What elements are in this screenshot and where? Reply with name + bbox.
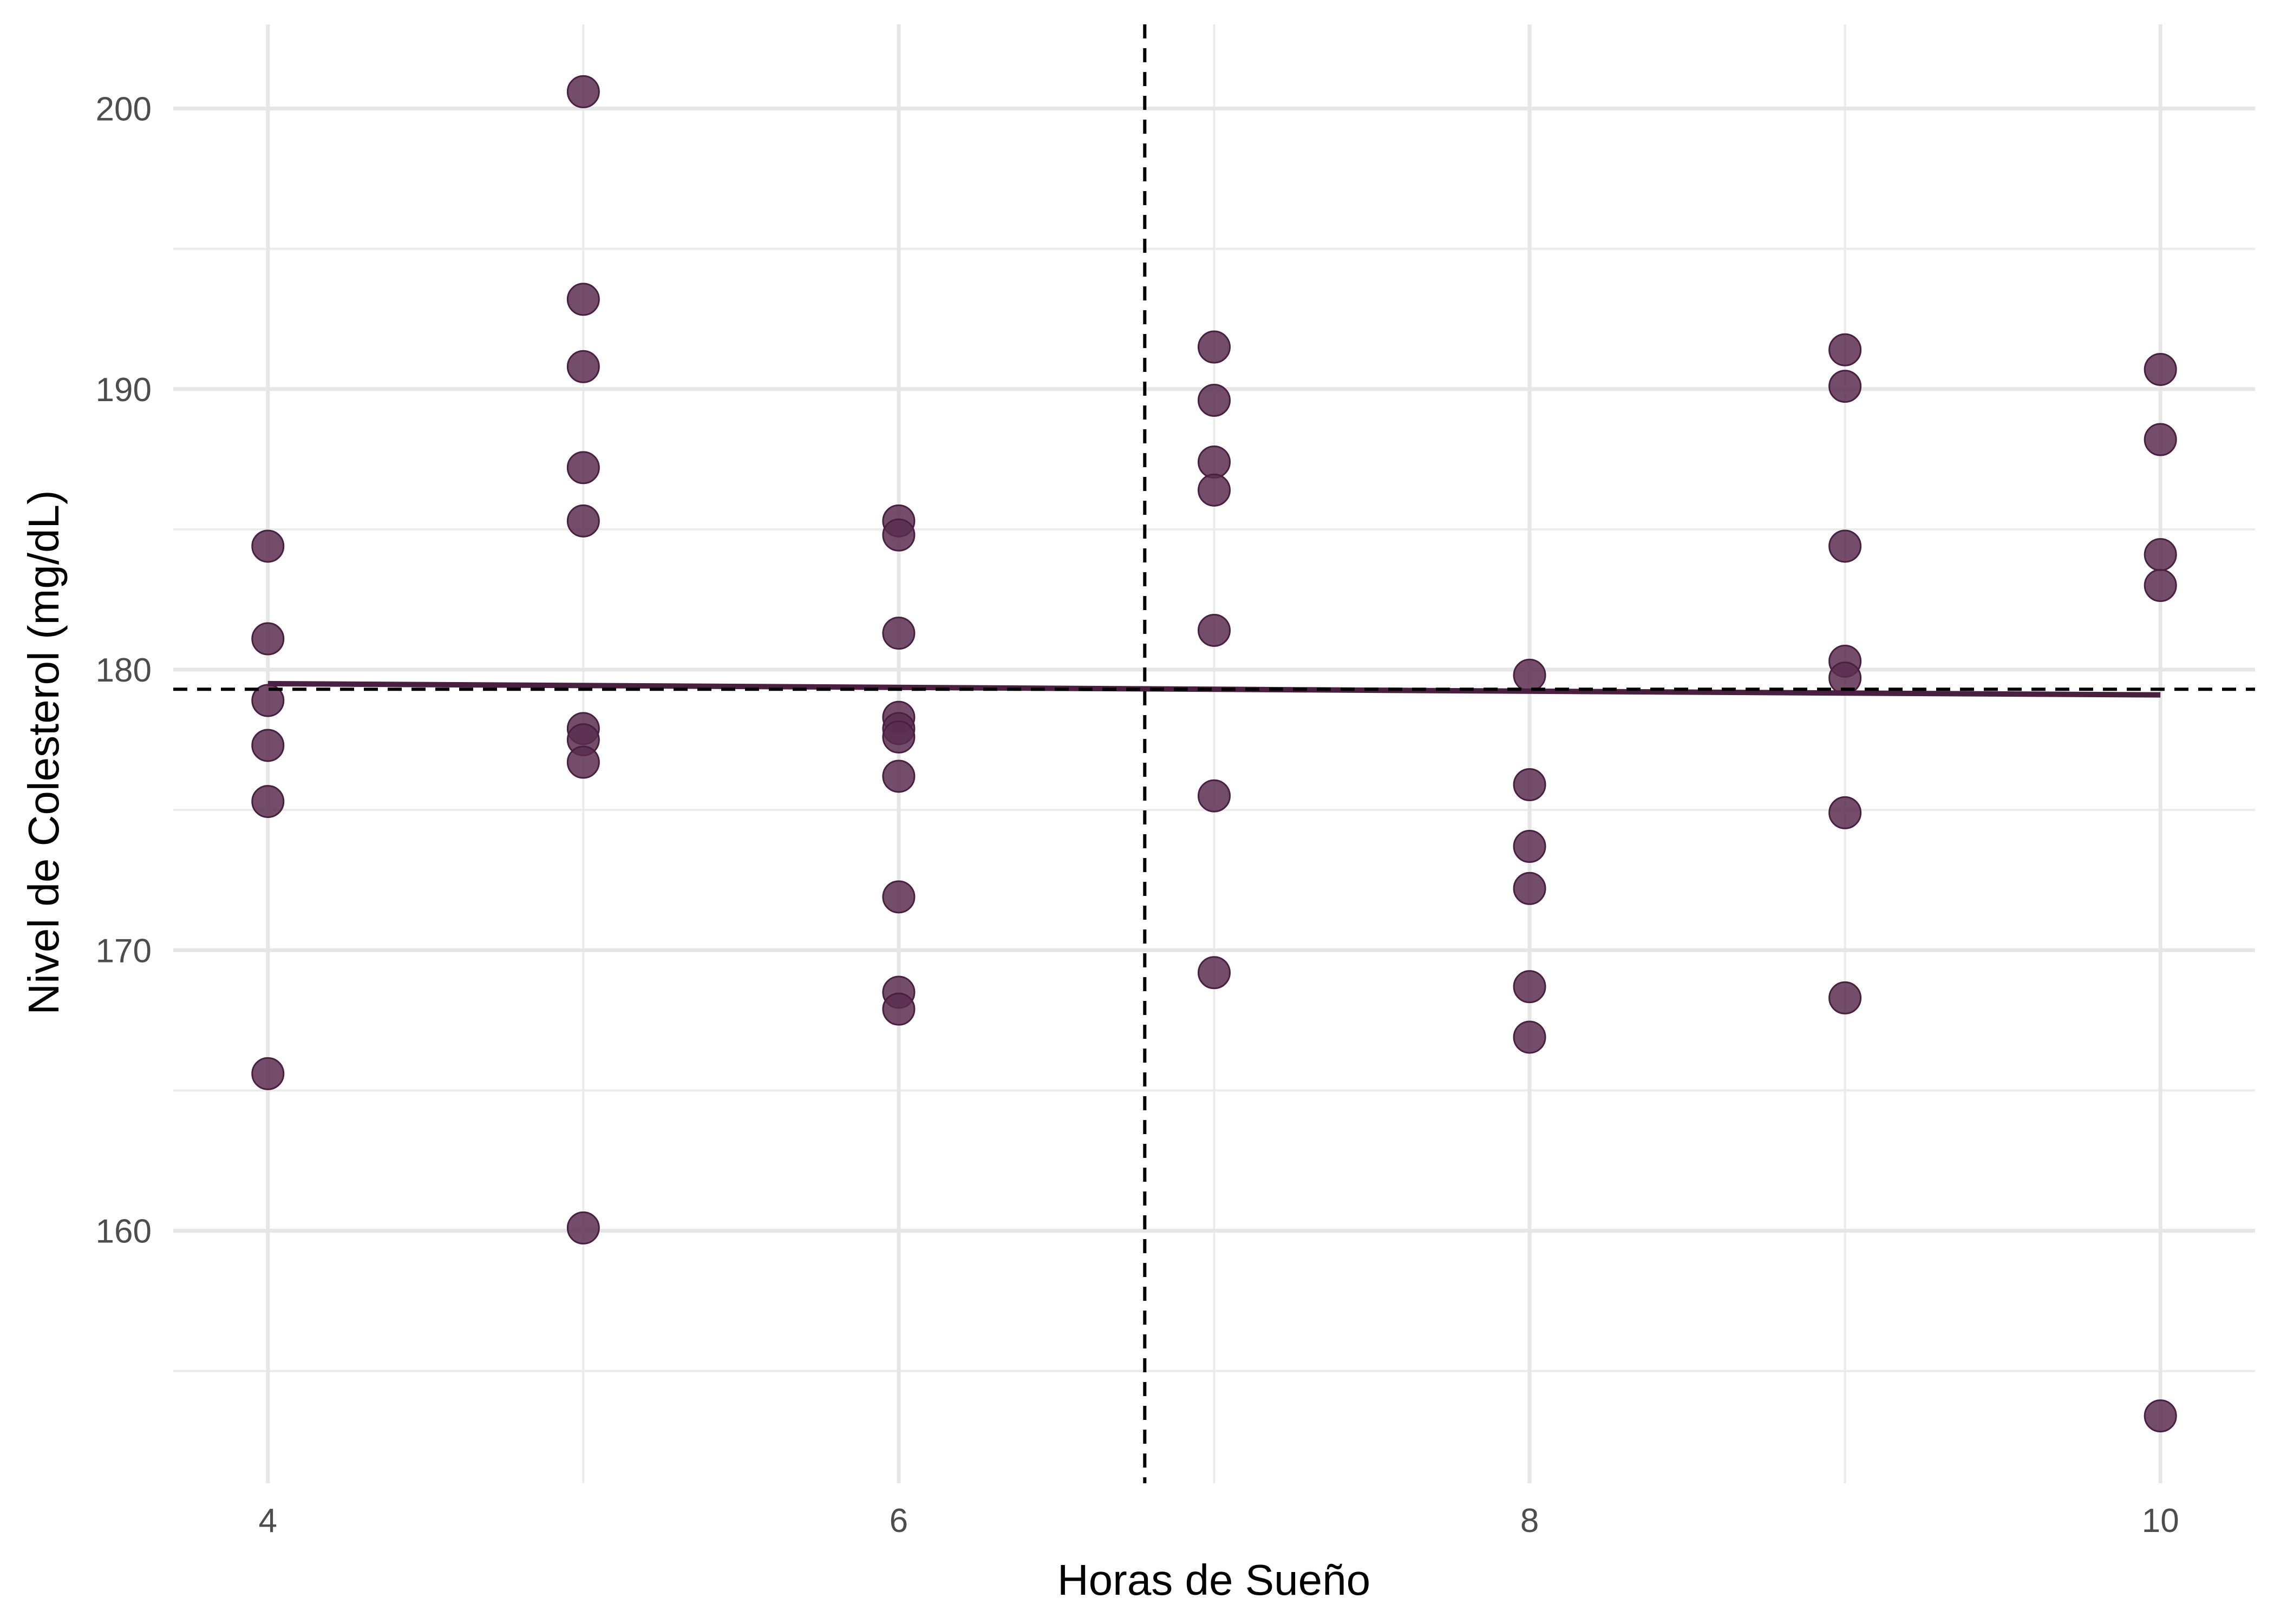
data-point — [1198, 956, 1231, 990]
data-point — [1828, 370, 1862, 403]
x-axis-title: Horas de Sueño — [1057, 1556, 1370, 1604]
y-tick-label: 160 — [96, 1213, 152, 1250]
data-point — [566, 350, 600, 383]
x-tick-label: 4 — [259, 1502, 277, 1540]
data-point — [1198, 473, 1231, 507]
data-point — [2144, 569, 2177, 603]
trend-line-group — [267, 680, 2161, 698]
data-point — [882, 880, 916, 914]
data-point — [566, 1211, 600, 1245]
data-point — [1513, 970, 1546, 1004]
data-point — [1828, 981, 1862, 1014]
data-point — [1198, 613, 1231, 647]
data-point — [2144, 538, 2177, 572]
y-tick-label: 170 — [96, 932, 152, 970]
data-point — [1513, 768, 1546, 802]
data-points — [251, 75, 2177, 1433]
data-point — [1828, 529, 1862, 563]
x-tick-labels: 4 6 8 10 — [259, 1502, 2179, 1540]
data-point — [1198, 330, 1231, 364]
data-point — [1198, 383, 1231, 417]
x-tick-label: 10 — [2142, 1502, 2179, 1540]
data-point — [2144, 352, 2177, 386]
data-point — [1513, 658, 1546, 692]
data-point — [1198, 779, 1231, 813]
data-point — [566, 451, 600, 484]
data-point — [251, 729, 285, 762]
data-point — [1828, 796, 1862, 829]
data-point — [566, 504, 600, 538]
trend-line — [267, 680, 2161, 698]
data-point — [566, 745, 600, 779]
data-point — [882, 992, 916, 1026]
x-tick-label: 8 — [1520, 1502, 1539, 1540]
y-tick-label: 180 — [96, 652, 152, 689]
data-point — [882, 617, 916, 650]
grid-major — [173, 24, 2255, 1483]
data-point — [1198, 446, 1231, 479]
data-point — [2144, 1399, 2177, 1433]
data-point — [251, 1057, 285, 1090]
data-point — [566, 75, 600, 108]
data-point — [1513, 1020, 1546, 1054]
data-point — [882, 720, 916, 754]
y-tick-label: 190 — [96, 371, 152, 409]
y-tick-labels: 160 170 180 190 200 — [96, 90, 152, 1250]
data-point — [1513, 830, 1546, 863]
data-point — [251, 785, 285, 818]
data-point — [882, 518, 916, 552]
data-point — [251, 529, 285, 563]
reference-lines — [173, 24, 2255, 1483]
x-tick-label: 6 — [890, 1502, 908, 1540]
y-axis-title: Nivel de Colesterol (mg/dL) — [19, 490, 68, 1014]
data-point — [566, 283, 600, 316]
data-point — [2144, 423, 2177, 456]
y-tick-label: 200 — [96, 90, 152, 128]
data-point — [882, 759, 916, 793]
data-point — [1513, 872, 1546, 905]
data-point — [251, 622, 285, 656]
data-point — [1828, 333, 1862, 366]
grid-minor — [173, 24, 2255, 1483]
